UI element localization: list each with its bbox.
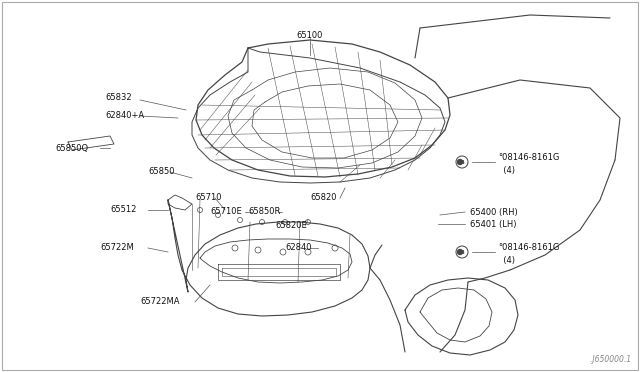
Text: 65820E: 65820E	[275, 221, 307, 231]
Text: B: B	[460, 250, 465, 254]
Text: 65722MA: 65722MA	[140, 298, 179, 307]
Text: (4): (4)	[498, 166, 515, 174]
Text: 65401 (LH): 65401 (LH)	[470, 219, 516, 228]
Text: 65100: 65100	[297, 31, 323, 39]
Text: 65710: 65710	[195, 193, 221, 202]
Text: 65722M: 65722M	[100, 244, 134, 253]
Text: 65832: 65832	[105, 93, 132, 103]
Text: 65850Q: 65850Q	[55, 144, 88, 153]
Text: 65850R: 65850R	[248, 208, 280, 217]
Text: (4): (4)	[498, 256, 515, 264]
Text: °08146-8161G: °08146-8161G	[498, 154, 559, 163]
Text: 62840+A: 62840+A	[105, 110, 144, 119]
Text: .J650000.1: .J650000.1	[591, 355, 632, 364]
Circle shape	[458, 160, 463, 164]
Text: 62840: 62840	[285, 244, 312, 253]
Text: 65710E: 65710E	[210, 208, 242, 217]
Text: B: B	[460, 160, 465, 164]
Text: 65850: 65850	[148, 167, 175, 176]
Circle shape	[458, 250, 463, 254]
Text: °08146-8161G: °08146-8161G	[498, 244, 559, 253]
Text: 65820: 65820	[310, 193, 337, 202]
Text: 65400 (RH): 65400 (RH)	[470, 208, 518, 217]
Text: 65512: 65512	[110, 205, 136, 215]
